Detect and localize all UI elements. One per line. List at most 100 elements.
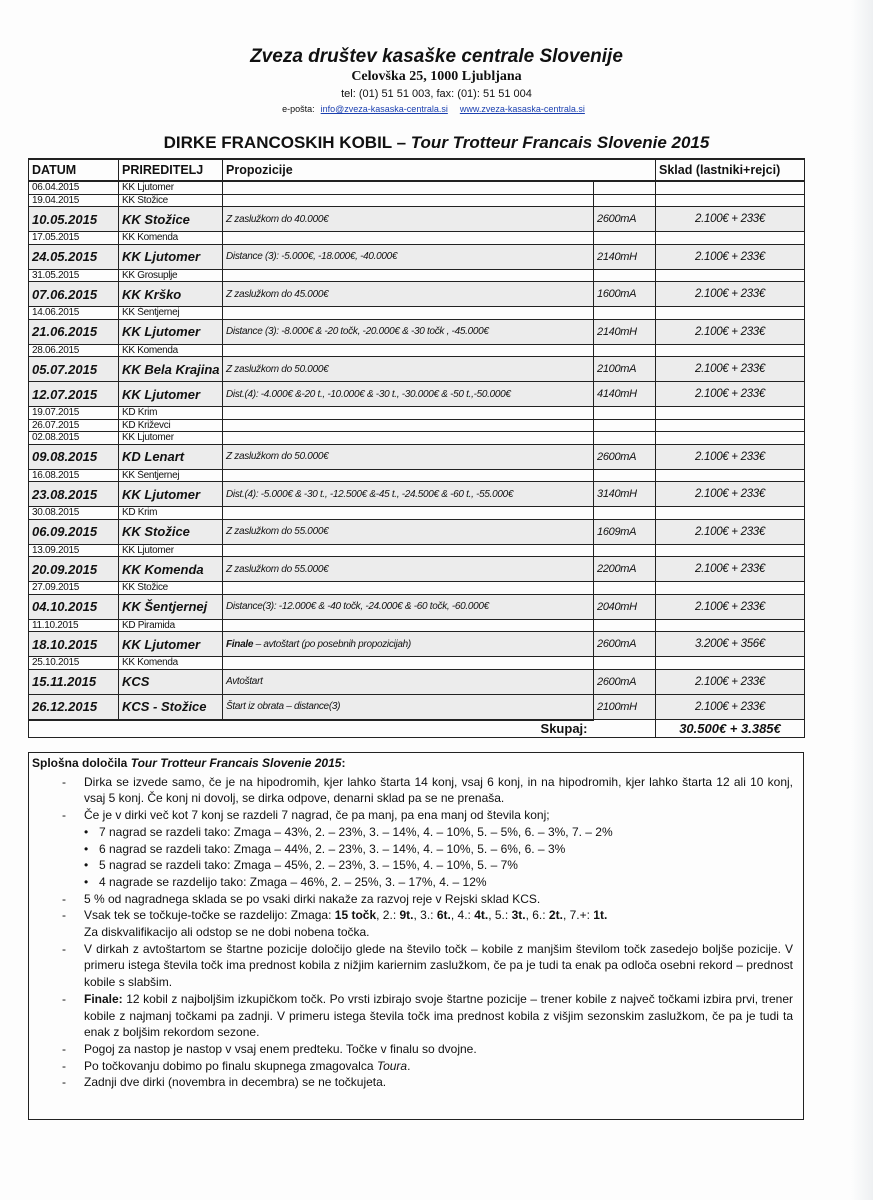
propositions-cell: Avtoštart xyxy=(222,668,594,695)
distance-cell xyxy=(593,193,656,207)
rule-text: Če je v dirki več kot 7 konj se razdeli … xyxy=(84,808,550,823)
date-cell: 04.10.2015 xyxy=(28,593,119,620)
organizer-cell: KK Ljutomer xyxy=(118,243,223,270)
rule-text: Dirka se izvede samo, če je na hipodromi… xyxy=(84,774,793,806)
race-row: 21.06.2015 KK Ljutomer Distance (3): -8.… xyxy=(28,318,805,345)
race-row: 04.10.2015 KK Šentjernej Distance(3): -1… xyxy=(28,593,805,620)
distance-cell: 2600mA xyxy=(593,631,656,657)
fund-cell xyxy=(655,406,805,420)
rule-item: - Vsak tek se točkuje-točke se razdelijo:… xyxy=(29,907,803,940)
date-cell: 31.05.2015 xyxy=(28,268,119,282)
fund-cell xyxy=(655,431,805,445)
date-cell: 06.04.2015 xyxy=(28,180,119,195)
title-italic: Tour Trotteur Francais Slovenie 2015 xyxy=(410,133,710,152)
title-main: DIRKE FRANCOSKIH KOBIL – xyxy=(163,133,411,152)
bullet-icon: • xyxy=(84,824,89,839)
distance-cell xyxy=(593,431,656,445)
other-event-row: 19.04.2015 KK Stožice xyxy=(28,193,805,207)
rule-item: - Dirka se izvede samo, če je na hipodrom… xyxy=(29,774,803,807)
other-event-row: 31.05.2015 KK Grosuplje xyxy=(28,268,805,282)
dash-marker: - xyxy=(62,908,66,923)
organizer-cell: KK Ljutomer xyxy=(118,481,223,507)
race-row: 06.09.2015 KK Stožice Z zaslužkom do 55.… xyxy=(28,518,805,545)
other-event-row: 11.10.2015 KD Piramida xyxy=(28,618,805,632)
propositions-cell xyxy=(222,193,594,207)
date-cell: 09.08.2015 xyxy=(28,443,119,470)
date-cell: 19.07.2015 xyxy=(28,406,119,420)
organizer-cell: KK Ljutomer xyxy=(118,431,223,445)
dash-marker: - xyxy=(62,1041,66,1056)
prop-bold: Finale xyxy=(226,638,254,650)
date-cell: 25.10.2015 xyxy=(28,656,119,670)
prize-split-bullet: • 5 nagrad se razdeli tako: Zmaga – 45%, … xyxy=(29,857,803,874)
organizer-cell: KK Ljutomer xyxy=(118,543,223,557)
prop-text: – avtoštart (po posebnih propozicijah) xyxy=(253,638,412,650)
email-link[interactable]: info@zveza-kasaska-centrala.si xyxy=(320,104,448,114)
dash-marker: - xyxy=(62,774,66,789)
contact-line: e-pošta: info@zveza-kasaska-centrala.si ww… xyxy=(0,104,873,114)
date-cell: 26.07.2015 xyxy=(28,418,119,432)
general-title-italic: Tour Trotteur Francais Slovenie 2015 xyxy=(130,756,342,770)
rule-text: Pogoj za nastop je nastop v vsaj enem pr… xyxy=(84,1041,477,1056)
header-propozicije: Propozicije xyxy=(222,158,656,182)
bullet-icon: • xyxy=(84,858,89,873)
prize-split-bullet: • 7 nagrad se razdeli tako: Zmaga – 43%, … xyxy=(29,824,803,841)
date-cell: 21.06.2015 xyxy=(28,318,119,345)
date-cell: 28.06.2015 xyxy=(28,343,119,357)
rule-text: Finale: 12 kobil z najboljšim izkupičkom… xyxy=(84,991,793,1040)
date-cell: 07.06.2015 xyxy=(28,281,119,307)
prize-split-bullet: • 6 nagrad se razdeli tako: Zmaga – 44%, … xyxy=(29,841,803,858)
fund-cell: 2.100€ + 233€ xyxy=(655,206,805,232)
general-rules-section: Splošna določila Tour Trotteur Francais … xyxy=(28,752,804,1120)
distance-cell: 2600mA xyxy=(593,668,656,695)
distance-cell xyxy=(593,343,656,357)
rule-text: 4 nagrade se razdelijo tako: Zmaga – 46%… xyxy=(99,874,487,889)
distance-cell: 2140mH xyxy=(593,318,656,345)
date-cell: 16.08.2015 xyxy=(28,468,119,482)
fund-cell: 2.100€ + 233€ xyxy=(655,693,805,720)
distance-cell xyxy=(593,581,656,595)
propositions-cell xyxy=(222,431,594,445)
race-row: 26.12.2015 KCS - Stožice Štart iz obrata… xyxy=(28,693,805,720)
race-schedule-table: DATUM PRIREDITELJ Propozicije Sklad (las… xyxy=(28,158,805,738)
other-event-row: 26.07.2015 KD Križevci xyxy=(28,418,805,432)
other-event-row: 19.07.2015 KD Krim xyxy=(28,406,805,420)
website-link[interactable]: www.zveza-kasaska-centrala.si xyxy=(459,104,585,114)
propositions-cell xyxy=(222,581,594,595)
race-row: 23.08.2015 KK Ljutomer Dist.(4): -5.000€… xyxy=(28,481,805,507)
rule-text: 5 % od nagradnega sklada se po vsaki dir… xyxy=(84,891,541,906)
fund-cell: 2.100€ + 233€ xyxy=(655,318,805,345)
date-cell: 10.05.2015 xyxy=(28,206,119,232)
rule-text: 7 nagrad se razdeli tako: Zmaga – 43%, 2… xyxy=(99,824,613,839)
organizer-cell: KK Ljutomer xyxy=(118,318,223,345)
organizer-cell: KK Grosuplje xyxy=(118,268,223,282)
fund-cell xyxy=(655,656,805,670)
date-cell: 05.07.2015 xyxy=(28,356,119,382)
rule-text: V dirkah z avtoštartom se štartne pozici… xyxy=(84,941,793,990)
propositions-cell xyxy=(222,656,594,670)
prize-split-bullet: • 4 nagrade se razdelijo tako: Zmaga – 46… xyxy=(29,874,803,891)
fund-cell xyxy=(655,581,805,595)
date-cell: 18.10.2015 xyxy=(28,631,119,657)
organizer-cell: KK Stožice xyxy=(118,193,223,207)
scan-edge xyxy=(851,0,873,1200)
propositions-cell xyxy=(222,343,594,357)
date-cell: 20.09.2015 xyxy=(28,556,119,582)
header-sklad: Sklad (lastniki+rejci) xyxy=(655,158,805,182)
dash-marker: - xyxy=(62,941,66,956)
propositions-cell: Z zaslužkom do 50.000€ xyxy=(222,356,594,382)
header-prireditelj: PRIREDITELJ xyxy=(118,158,223,182)
distance-cell: 2600mA xyxy=(593,206,656,232)
distance-cell: 1609mA xyxy=(593,518,656,545)
rule-text: Po točkovanju dobimo po finalu skupnega … xyxy=(84,1058,411,1073)
distance-cell xyxy=(593,468,656,482)
propositions-cell: Dist.(4): -4.000€ &-20 t., -10.000€ & -3… xyxy=(222,381,594,407)
organizer-cell: KK Komenda xyxy=(118,556,223,582)
rule-text: 5 nagrad se razdeli tako: Zmaga – 45%, 2… xyxy=(99,858,518,873)
date-cell: 14.06.2015 xyxy=(28,306,119,320)
fund-cell xyxy=(655,468,805,482)
organizer-cell: KK Stožice xyxy=(118,581,223,595)
organizer-cell: KD Križevci xyxy=(118,418,223,432)
rule-item: - Finale: 12 kobil z najboljšim izkupičko… xyxy=(29,991,803,1041)
